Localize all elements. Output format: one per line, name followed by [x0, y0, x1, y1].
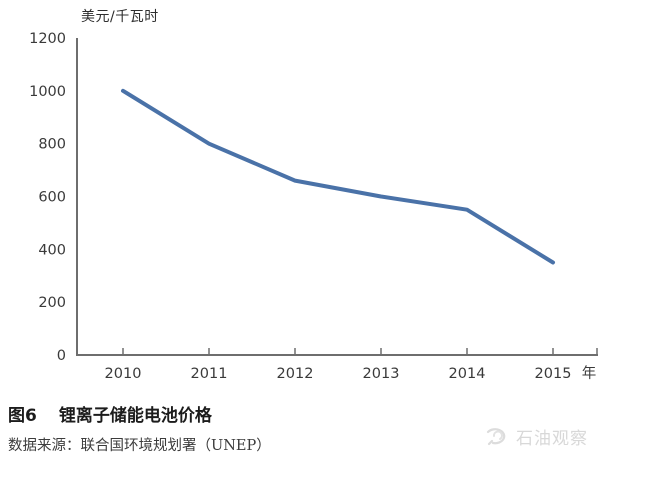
price-line — [121, 88, 555, 265]
y-tick-label: 800 — [38, 137, 66, 153]
watermark-text: 石油观察 — [516, 428, 588, 449]
y-axis-unit-label: 美元/千瓦时 — [81, 9, 159, 25]
y-tick-label: 0 — [57, 348, 66, 364]
figure-number: 图6 — [8, 406, 37, 426]
data-source-note: 数据来源：联合国环境规划署（UNEP） — [8, 438, 271, 454]
y-tick-label: 200 — [38, 295, 66, 311]
y-tick-label: 600 — [38, 190, 66, 206]
y-tick-label: 400 — [38, 242, 66, 258]
y-tick-label: 1000 — [29, 84, 66, 100]
x-tick-label: 2015 — [535, 366, 572, 382]
figure-caption: 图6 锂离子储能电池价格 — [8, 401, 212, 426]
x-tick-label: 2014 — [449, 366, 486, 382]
line-chart: 0 200 400 600 800 1000 1200 2010 2011 2012 2013 201… — [29, 31, 598, 382]
x-tick-label: 2011 — [191, 366, 228, 382]
price-line-chart-canvas: 0 200 400 600 800 1000 1200 2010 2011 2012 2013 201… — [29, 31, 598, 382]
x-axis-unit-label: 年 — [582, 365, 597, 382]
x-tick-label: 2013 — [363, 366, 400, 382]
y-tick-label: 1200 — [29, 31, 66, 47]
x-tick-label: 2010 — [105, 366, 142, 382]
x-tick-label: 2012 — [277, 366, 314, 382]
figure-title: 锂离子储能电池价格 — [58, 406, 212, 426]
oil-observer-watermark: 石油观察 — [484, 423, 588, 449]
magnifier-swirl-icon — [486, 428, 506, 446]
